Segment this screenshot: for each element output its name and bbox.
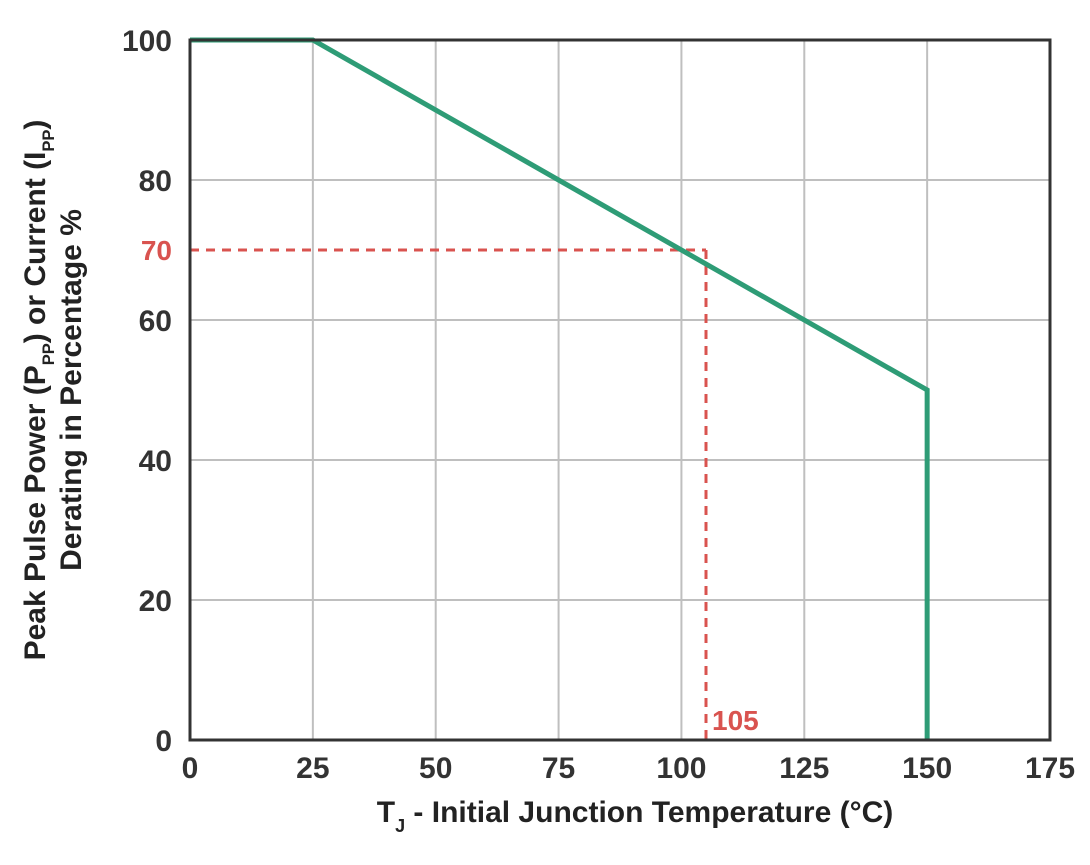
y-tick-label: 60 xyxy=(139,305,172,338)
x-tick-label: 50 xyxy=(419,752,452,785)
y-tick-label: 0 xyxy=(155,725,172,758)
x-tick-label: 125 xyxy=(779,752,829,785)
y-tick-label: 20 xyxy=(139,585,172,618)
y-tick-label: 40 xyxy=(139,445,172,478)
y-tick-label: 100 xyxy=(122,25,172,58)
x-tick-label: 0 xyxy=(182,752,199,785)
x-tick-label: 150 xyxy=(902,752,952,785)
x-tick-label: 25 xyxy=(296,752,329,785)
y-tick-label: 80 xyxy=(139,165,172,198)
derating-chart: 025507510012515017502040608010070105TJ -… xyxy=(0,0,1090,865)
x-tick-label: 75 xyxy=(542,752,575,785)
x-tick-label: 100 xyxy=(656,752,706,785)
svg-text:Derating in Percentage %: Derating in Percentage % xyxy=(55,209,88,571)
annotation-x-label: 105 xyxy=(712,705,759,736)
x-tick-label: 175 xyxy=(1025,752,1075,785)
chart-svg: 025507510012515017502040608010070105TJ -… xyxy=(0,0,1090,865)
annotation-y-label: 70 xyxy=(141,235,172,266)
